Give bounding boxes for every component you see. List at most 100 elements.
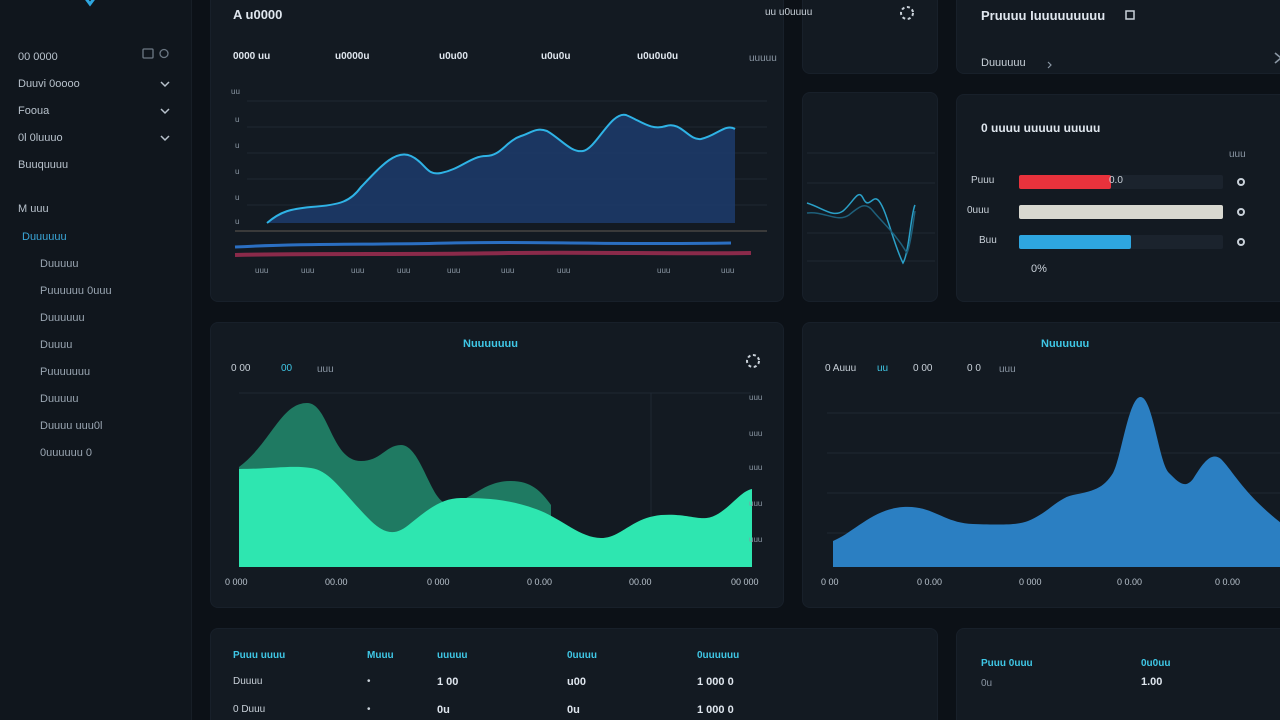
sidebar-subitem[interactable]: 0uuuuuu 0: [40, 447, 92, 459]
legend-item[interactable]: uu: [877, 363, 889, 374]
chevron-down-icon[interactable]: [160, 107, 170, 115]
tab-1[interactable]: u0000u: [335, 51, 370, 62]
legend-item[interactable]: 0 00: [913, 363, 933, 374]
legend-item[interactable]: uuu: [317, 364, 334, 375]
mini-header-label[interactable]: uu u0uuuu: [765, 7, 813, 18]
sidebar-subitem[interactable]: Duuuuu: [40, 393, 79, 405]
sidebar-subitem[interactable]: Puuuuuuu: [40, 366, 91, 378]
status-dot: [1237, 208, 1245, 216]
sidebar-subitem[interactable]: Duuuuuu: [40, 312, 85, 324]
sidebar-section-label: M uuu: [18, 203, 49, 215]
left-area-front: [239, 466, 752, 567]
x-tick: 0 000: [427, 577, 450, 587]
area-chart-right-title: Nuuuuuu: [1041, 338, 1090, 350]
sidebar-subitem-active[interactable]: Duuuuuu: [22, 231, 67, 243]
mini-table-cell: 1.00: [1141, 676, 1163, 688]
x-tick: 00.00: [629, 577, 652, 587]
x-tick: 0 000: [225, 577, 248, 587]
progress-bar: [1019, 175, 1223, 189]
x-tick: uuu: [301, 266, 315, 275]
sidebar: 00 0000 Duuvi 0oooo Fooua 0l 0luuuo Buuq…: [0, 0, 192, 720]
table-header[interactable]: Puuu uuuu: [233, 650, 286, 661]
y-tick: u: [235, 167, 240, 176]
project-header-panel: Pruuuu Iuuuuuuuuu Duuuuuu: [956, 0, 1280, 74]
x-tick: 0 000: [1019, 577, 1042, 587]
x-tick: 00.00: [325, 577, 348, 587]
table-cell: 1 00: [437, 676, 459, 688]
progress-fill-0: [1019, 175, 1111, 189]
refresh-icon[interactable]: [745, 353, 761, 369]
mini-table-header[interactable]: Puuu 0uuu: [981, 658, 1033, 669]
tab-0[interactable]: 0000 uu: [233, 51, 271, 62]
table-header[interactable]: uuuuu: [437, 650, 468, 661]
top-lower-band-blue: [234, 240, 732, 249]
mini-table-header[interactable]: 0u0uu: [1141, 658, 1171, 669]
sidebar-subitem[interactable]: Duuuu: [40, 339, 73, 351]
table-cell: 0u: [567, 704, 580, 716]
progress-fill-2: [1019, 235, 1132, 249]
sidebar-subitem[interactable]: Puuuuuu 0uuu: [40, 285, 112, 297]
x-tick: uuu: [255, 266, 269, 275]
y-tick: uuu: [749, 499, 763, 508]
sidebar-subitem[interactable]: Duuuu uuu0l: [40, 420, 103, 432]
area-chart-left-panel: Nuuuuuuu 0 00 00 uuu uuu uuu uuu uuu uuu…: [210, 322, 784, 608]
x-tick: 00 000: [731, 577, 759, 587]
project-title: Pruuuu Iuuuuuuuuu: [981, 8, 1106, 23]
logo-icon: [85, 0, 95, 7]
x-tick: 0 0.00: [1215, 577, 1241, 587]
legend-item[interactable]: uuu: [999, 364, 1016, 375]
table-header[interactable]: 0uuuu: [567, 650, 597, 661]
table-cell: u00: [567, 676, 586, 688]
top-area-line: [266, 113, 736, 224]
legend-item[interactable]: 0 00: [231, 363, 251, 374]
legend-item[interactable]: 00: [281, 363, 293, 374]
legend-item[interactable]: 0 0: [967, 363, 981, 374]
sidebar-item-devices[interactable]: Duuvi 0oooo: [18, 78, 80, 90]
table-header[interactable]: 0uuuuuu: [697, 650, 740, 661]
loading-icon[interactable]: [899, 5, 915, 21]
progress-row-label: Buu: [979, 235, 997, 246]
sidebar-item-focus[interactable]: Fooua: [18, 105, 50, 117]
sidebar-item-files[interactable]: 0l 0luuuo: [18, 132, 63, 144]
tab-5[interactable]: uuuuu: [749, 53, 777, 64]
sparkline-line-2: [806, 205, 916, 255]
x-tick: uuu: [557, 266, 571, 275]
top-area-fill: [267, 114, 735, 223]
tab-2[interactable]: u0u00: [439, 51, 468, 62]
tab-4[interactable]: u0u0u0u: [637, 51, 679, 62]
progress-fill-1: [1019, 205, 1223, 219]
x-tick: uuu: [721, 266, 735, 275]
table-header[interactable]: Muuu: [367, 650, 394, 661]
x-tick: uuu: [397, 266, 411, 275]
x-tick: 0 0.00: [527, 577, 553, 587]
chevron-right-icon[interactable]: [1273, 51, 1280, 65]
y-tick: u: [235, 141, 240, 150]
sidebar-subitem[interactable]: Duuuuu: [40, 258, 79, 270]
top-area-chart: [234, 100, 767, 257]
tab-3[interactable]: u0u0u: [541, 51, 571, 62]
legend-item[interactable]: 0 Auuu: [825, 363, 857, 374]
sparkline-line: [806, 193, 916, 265]
progress-section-title: 0 uuuu uuuuu uuuuu: [981, 121, 1101, 135]
mini-table-cell: 0u: [981, 678, 993, 689]
right-area-chart: [827, 396, 1280, 567]
y-tick: u: [235, 217, 240, 226]
area-chart-left-title: Nuuuuuuu: [463, 338, 518, 350]
x-tick: uuu: [447, 266, 461, 275]
progress-panel: 0 uuuu uuuuu uuuuu uuu Puuu 0.0 0uuu Buu…: [956, 94, 1280, 302]
chevron-down-icon[interactable]: [160, 134, 170, 142]
x-tick: 0 0.00: [917, 577, 943, 587]
y-tick: uuu: [749, 463, 763, 472]
chevron-down-icon[interactable]: [160, 80, 170, 88]
project-subtitle[interactable]: Duuuuuu: [981, 57, 1026, 69]
sidebar-item-home[interactable]: 00 0000: [18, 51, 58, 63]
y-tick: u: [235, 115, 240, 124]
chevron-right-icon[interactable]: [1047, 61, 1053, 69]
table-cell: 0u: [437, 704, 450, 716]
area-chart-right-panel: Nuuuuuu 0 Auuu uu 0 00 0 0 uuu 0 00 0 0.…: [802, 322, 1280, 608]
status-dot: [1237, 238, 1245, 246]
sidebar-item-business[interactable]: Buuquuuu: [18, 159, 69, 171]
window-icon[interactable]: [142, 48, 170, 60]
square-icon[interactable]: [1125, 10, 1135, 20]
table-cell: Duuuu: [233, 676, 263, 687]
